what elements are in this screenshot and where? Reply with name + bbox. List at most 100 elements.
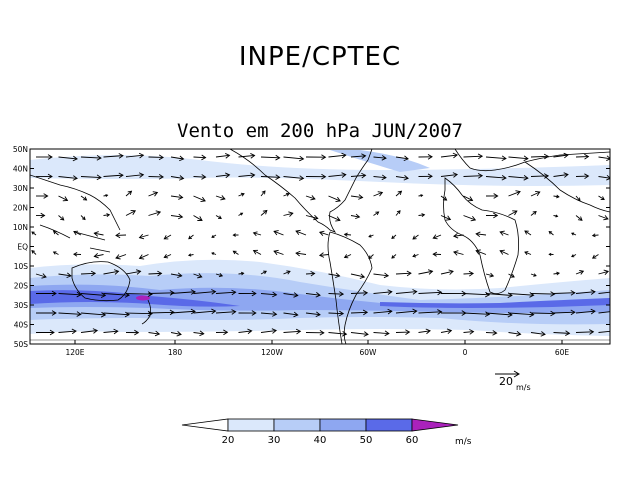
wind-arrow bbox=[571, 232, 577, 236]
wind-arrow bbox=[530, 291, 556, 297]
wind-arrow bbox=[432, 234, 442, 240]
wind-arrow bbox=[170, 308, 196, 315]
wind-arrow bbox=[328, 272, 341, 279]
wind-arrow bbox=[598, 195, 605, 200]
wind-arrow bbox=[598, 174, 610, 181]
wind-arrow bbox=[58, 215, 65, 221]
wind-arrow bbox=[170, 272, 183, 278]
wind-arrow bbox=[125, 310, 153, 317]
wind-arrow bbox=[215, 195, 226, 201]
wind-arrow bbox=[52, 230, 59, 236]
wind-arrow bbox=[508, 175, 529, 181]
wind-arrow bbox=[31, 250, 37, 255]
wind-arrow bbox=[598, 215, 609, 221]
wind-arrow bbox=[283, 328, 302, 335]
wind-arrow bbox=[575, 329, 595, 335]
wind-arrow bbox=[238, 271, 245, 276]
wind-arrow bbox=[260, 328, 278, 334]
wind-arrow bbox=[373, 155, 387, 161]
wind-arrow bbox=[125, 291, 153, 297]
wind-arrow bbox=[463, 270, 474, 277]
wind-arrow bbox=[238, 290, 257, 297]
wind-arrow bbox=[305, 270, 316, 277]
wind-arrow bbox=[395, 175, 409, 181]
wind-arrow bbox=[305, 214, 319, 221]
wind-arrow bbox=[418, 328, 431, 335]
wind-arrow bbox=[193, 154, 207, 161]
longitude-axis: 120E 180 120W 60W 0 60E bbox=[65, 340, 569, 357]
wind-arrow bbox=[485, 212, 499, 219]
wind-arrow bbox=[598, 291, 610, 294]
wind-arrow bbox=[530, 153, 550, 160]
wind-arrow bbox=[373, 191, 384, 197]
reference-vector: 20 m/s bbox=[495, 370, 531, 392]
wind-arrow bbox=[260, 190, 266, 197]
wind-arrow bbox=[553, 172, 569, 178]
wind-arrow bbox=[418, 194, 424, 198]
wind-arrow bbox=[485, 330, 498, 336]
wind-arrow bbox=[328, 172, 347, 178]
wind-arrow bbox=[463, 215, 477, 222]
wind-arrow bbox=[58, 311, 82, 317]
wind-arrow bbox=[170, 213, 184, 220]
wind-arrow bbox=[553, 330, 571, 336]
wind-arrow bbox=[508, 273, 515, 278]
wind-arrow bbox=[125, 269, 142, 275]
maritime-continent-outline bbox=[39, 224, 111, 253]
map-title: Vento em 200 hPa JUN/2007 bbox=[177, 120, 463, 142]
wind-arrow bbox=[373, 289, 393, 295]
wind-arrow bbox=[598, 269, 610, 276]
wind-arrow bbox=[412, 253, 419, 258]
lon-label: 120W bbox=[261, 348, 283, 357]
wind-arrow bbox=[418, 309, 443, 315]
wind-arrow bbox=[188, 234, 194, 240]
wind-arrow bbox=[211, 234, 217, 238]
wind-arrow bbox=[58, 272, 72, 279]
colorbar-bin-40-50 bbox=[319, 418, 367, 432]
lat-label: 40S bbox=[14, 321, 29, 330]
wind-arrow bbox=[553, 194, 560, 199]
wind-arrow bbox=[238, 310, 257, 316]
wind-arrow bbox=[440, 269, 454, 275]
wind-arrow bbox=[283, 311, 299, 318]
wind-arrow bbox=[138, 254, 149, 260]
wind-arrow bbox=[80, 195, 88, 201]
wind-arrow bbox=[453, 232, 464, 239]
colorbar-bin-50-60 bbox=[365, 418, 413, 432]
wind-arrow bbox=[440, 172, 459, 178]
wind-arrow bbox=[318, 252, 329, 258]
africa-outline bbox=[443, 177, 519, 294]
wind-arrow bbox=[163, 234, 172, 240]
wind-arrow bbox=[58, 155, 78, 162]
wind-arrow bbox=[93, 252, 104, 259]
lat-label: 50N bbox=[13, 145, 28, 154]
wind-vectors bbox=[31, 152, 610, 337]
lon-label: 120E bbox=[65, 348, 84, 357]
wind-arrow bbox=[530, 273, 537, 277]
wind-arrow bbox=[440, 215, 452, 221]
wind-arrow bbox=[418, 154, 433, 160]
wind-arrow bbox=[232, 233, 239, 237]
wind-arrow bbox=[571, 254, 577, 258]
wind-arrow bbox=[138, 233, 149, 240]
wind-arrow bbox=[260, 270, 267, 275]
wind-arrow bbox=[148, 330, 161, 337]
wind-arrow bbox=[148, 191, 159, 197]
wind-arrow bbox=[187, 253, 194, 257]
wind-arrow bbox=[418, 173, 433, 180]
wind-arrow bbox=[418, 269, 434, 275]
wind-arrow bbox=[80, 328, 99, 334]
wind-arrow bbox=[283, 175, 305, 181]
wind-arrow bbox=[295, 229, 307, 236]
wind-arrow bbox=[305, 291, 321, 298]
wind-arrow bbox=[103, 328, 119, 335]
wind-arrow bbox=[575, 308, 596, 315]
wind-arrow bbox=[475, 231, 487, 238]
wind-arrow bbox=[73, 230, 82, 236]
wind-arrow bbox=[170, 194, 184, 200]
wind-arrow bbox=[530, 310, 556, 317]
wind-arrow bbox=[115, 232, 127, 239]
wind-arrow bbox=[125, 172, 145, 178]
wind-arrow bbox=[125, 190, 133, 197]
